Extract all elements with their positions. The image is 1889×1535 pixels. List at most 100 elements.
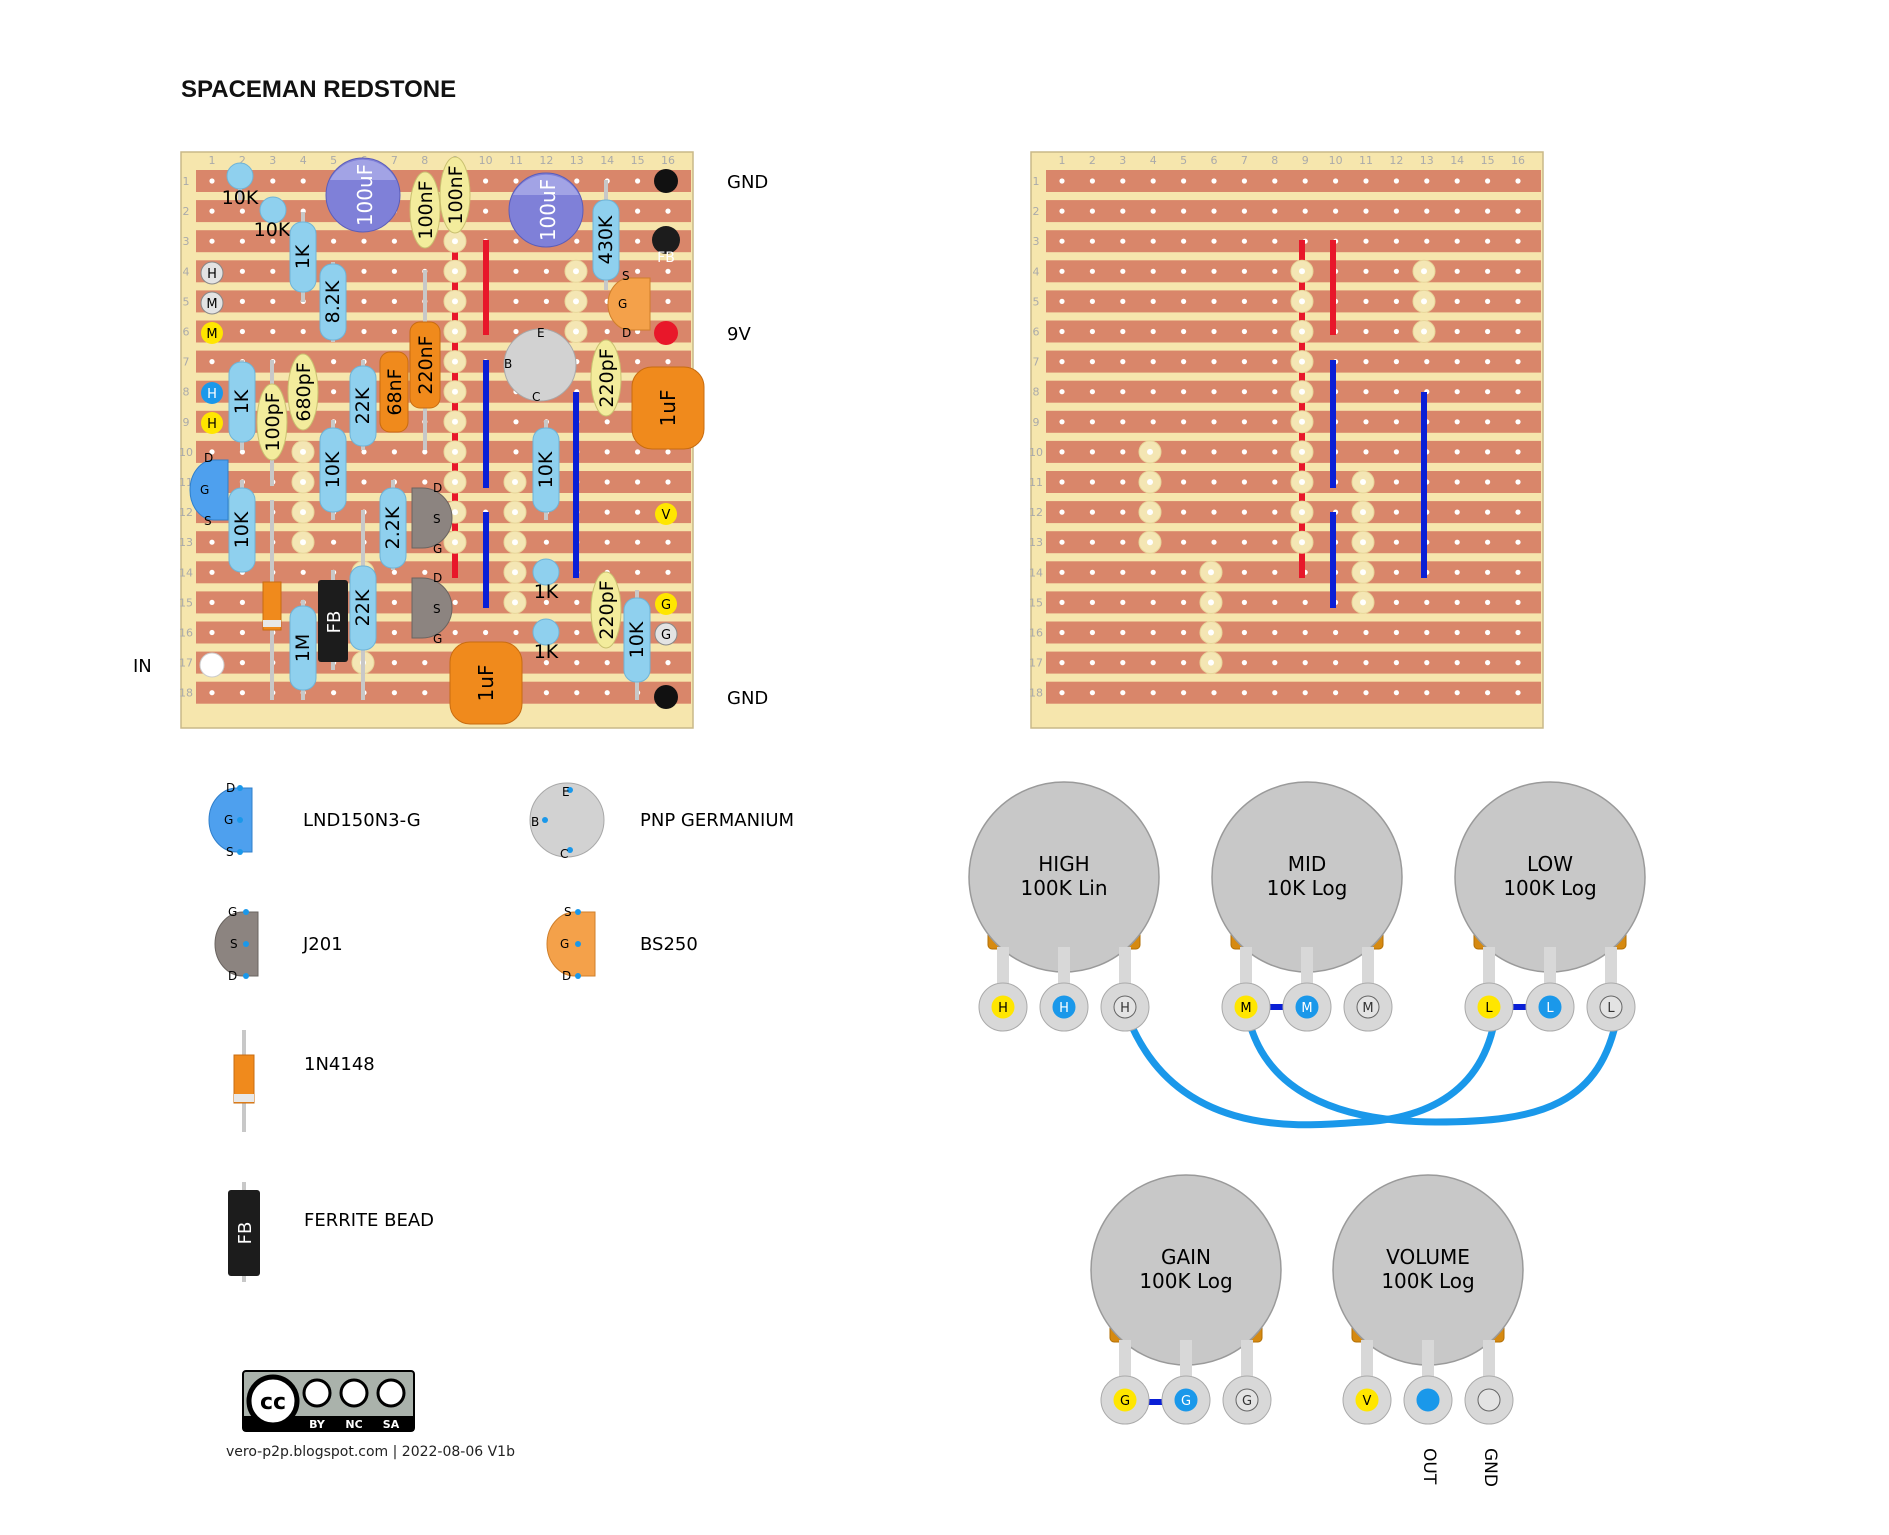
- hole: [1363, 238, 1369, 244]
- hole: [1120, 359, 1126, 365]
- hole: [1272, 660, 1278, 666]
- resistor-8k2: 8.2K: [319, 262, 347, 342]
- hole: [1150, 660, 1156, 666]
- hole: [422, 690, 428, 696]
- row-label: 9: [1033, 416, 1040, 429]
- hole: [543, 539, 550, 545]
- legend-j201: G S D J201: [214, 905, 343, 983]
- capacitor-label: 100nF: [415, 180, 437, 239]
- hole: [1241, 298, 1247, 304]
- resistor-label: 10K: [222, 187, 259, 209]
- column-label: 2: [239, 154, 246, 167]
- row-label: 9: [183, 416, 190, 429]
- hole: [1333, 178, 1339, 184]
- pin-label: E: [562, 785, 570, 799]
- film-cap-100nf-b: 100nF: [439, 156, 471, 234]
- row-label: 18: [1029, 687, 1043, 700]
- hole: [1424, 238, 1430, 244]
- pot-lug-pin: [1362, 947, 1374, 987]
- hole: [513, 178, 519, 184]
- copper-strip: [1046, 200, 1541, 223]
- electrolytic-100uf-b: 100uF: [508, 172, 584, 248]
- column-label: 11: [1359, 154, 1373, 167]
- column-label: 3: [1119, 154, 1126, 167]
- row-label: 2: [183, 205, 190, 218]
- resistor-label: 10K: [626, 621, 648, 658]
- capacitor-label: 100nF: [445, 165, 467, 224]
- capacitor-label: 100uF: [536, 179, 560, 241]
- hole: [635, 539, 641, 545]
- hole: [361, 328, 367, 335]
- pot-lug-pin: [1422, 1340, 1434, 1380]
- row-label: 11: [179, 476, 193, 489]
- hole: [1515, 449, 1521, 455]
- hole: [1181, 629, 1187, 636]
- pot-lug-label: M: [1362, 1001, 1373, 1016]
- offboard-labels: GND 9V GND IN: [133, 172, 768, 709]
- hole: [239, 599, 245, 606]
- column-label: 15: [631, 154, 645, 167]
- pin-label: G: [560, 937, 569, 951]
- hole: [574, 629, 580, 636]
- hole: [1272, 238, 1278, 244]
- hole: [1181, 419, 1187, 425]
- hole: [270, 268, 276, 274]
- capacitor-label: 220pF: [596, 348, 618, 407]
- hole: [1272, 509, 1278, 515]
- grid-labels: 1234567891011121314151617181234567891011…: [179, 154, 675, 700]
- hole: [1241, 328, 1247, 335]
- hole: [1515, 599, 1521, 606]
- hole: [1120, 479, 1126, 485]
- pin-label: D: [433, 571, 442, 585]
- row-label: 15: [179, 596, 193, 609]
- row-label: 16: [1029, 627, 1043, 640]
- hole: [1211, 690, 1217, 696]
- hole: [1059, 449, 1065, 455]
- row-label: 18: [179, 687, 193, 700]
- pin-label: D: [226, 781, 235, 795]
- pin-label: S: [204, 514, 212, 528]
- hole: [574, 660, 580, 666]
- hole: [1393, 298, 1399, 304]
- legend-lnd150: D G S LND150N3-G: [208, 781, 421, 859]
- hole: [665, 359, 671, 365]
- resistor-10k-c: 10K: [319, 420, 347, 520]
- resistor-label: 1M: [292, 634, 314, 662]
- hole: [270, 298, 276, 304]
- 9v-label: 9V: [727, 324, 751, 345]
- column-label: 4: [1150, 154, 1157, 167]
- hole: [1302, 178, 1308, 184]
- gnd-label: GND: [727, 688, 768, 709]
- row-label: 6: [183, 326, 190, 339]
- electrolytic-100uf-a: 100uF: [325, 157, 401, 233]
- hole: [1089, 268, 1095, 274]
- resistor-label: 22K: [352, 589, 374, 626]
- transistor-j201-a: D S G: [411, 481, 453, 556]
- resistor-label: 430K: [595, 215, 617, 264]
- hole: [513, 328, 519, 335]
- pot-lug-pad: [1052, 995, 1076, 1019]
- hole: [1485, 298, 1491, 304]
- hole: [239, 660, 245, 666]
- hole: [513, 449, 519, 455]
- hole: [1272, 359, 1278, 365]
- pot-lug-pin: [997, 947, 1009, 987]
- hole: [1515, 629, 1521, 636]
- hole: [1272, 298, 1278, 304]
- hole: [1424, 178, 1430, 184]
- hole: [483, 629, 489, 636]
- column-label: 10: [479, 154, 493, 167]
- hole: [209, 178, 215, 184]
- column-label: 11: [509, 154, 523, 167]
- hole: [1333, 660, 1339, 666]
- hole: [1272, 389, 1278, 395]
- hole: [1089, 660, 1095, 666]
- hole: [1454, 389, 1460, 395]
- hole: [483, 178, 489, 184]
- hole: [1333, 208, 1339, 214]
- column-label: 12: [1389, 154, 1403, 167]
- hole: [635, 569, 641, 575]
- hole: [1181, 660, 1187, 666]
- pin-label: S: [226, 845, 234, 859]
